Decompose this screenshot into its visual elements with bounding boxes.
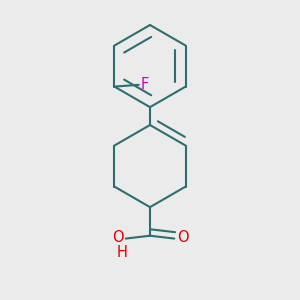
- Text: O: O: [112, 230, 124, 244]
- Text: O: O: [177, 230, 188, 244]
- Text: H: H: [117, 245, 128, 260]
- Text: F: F: [141, 77, 149, 92]
